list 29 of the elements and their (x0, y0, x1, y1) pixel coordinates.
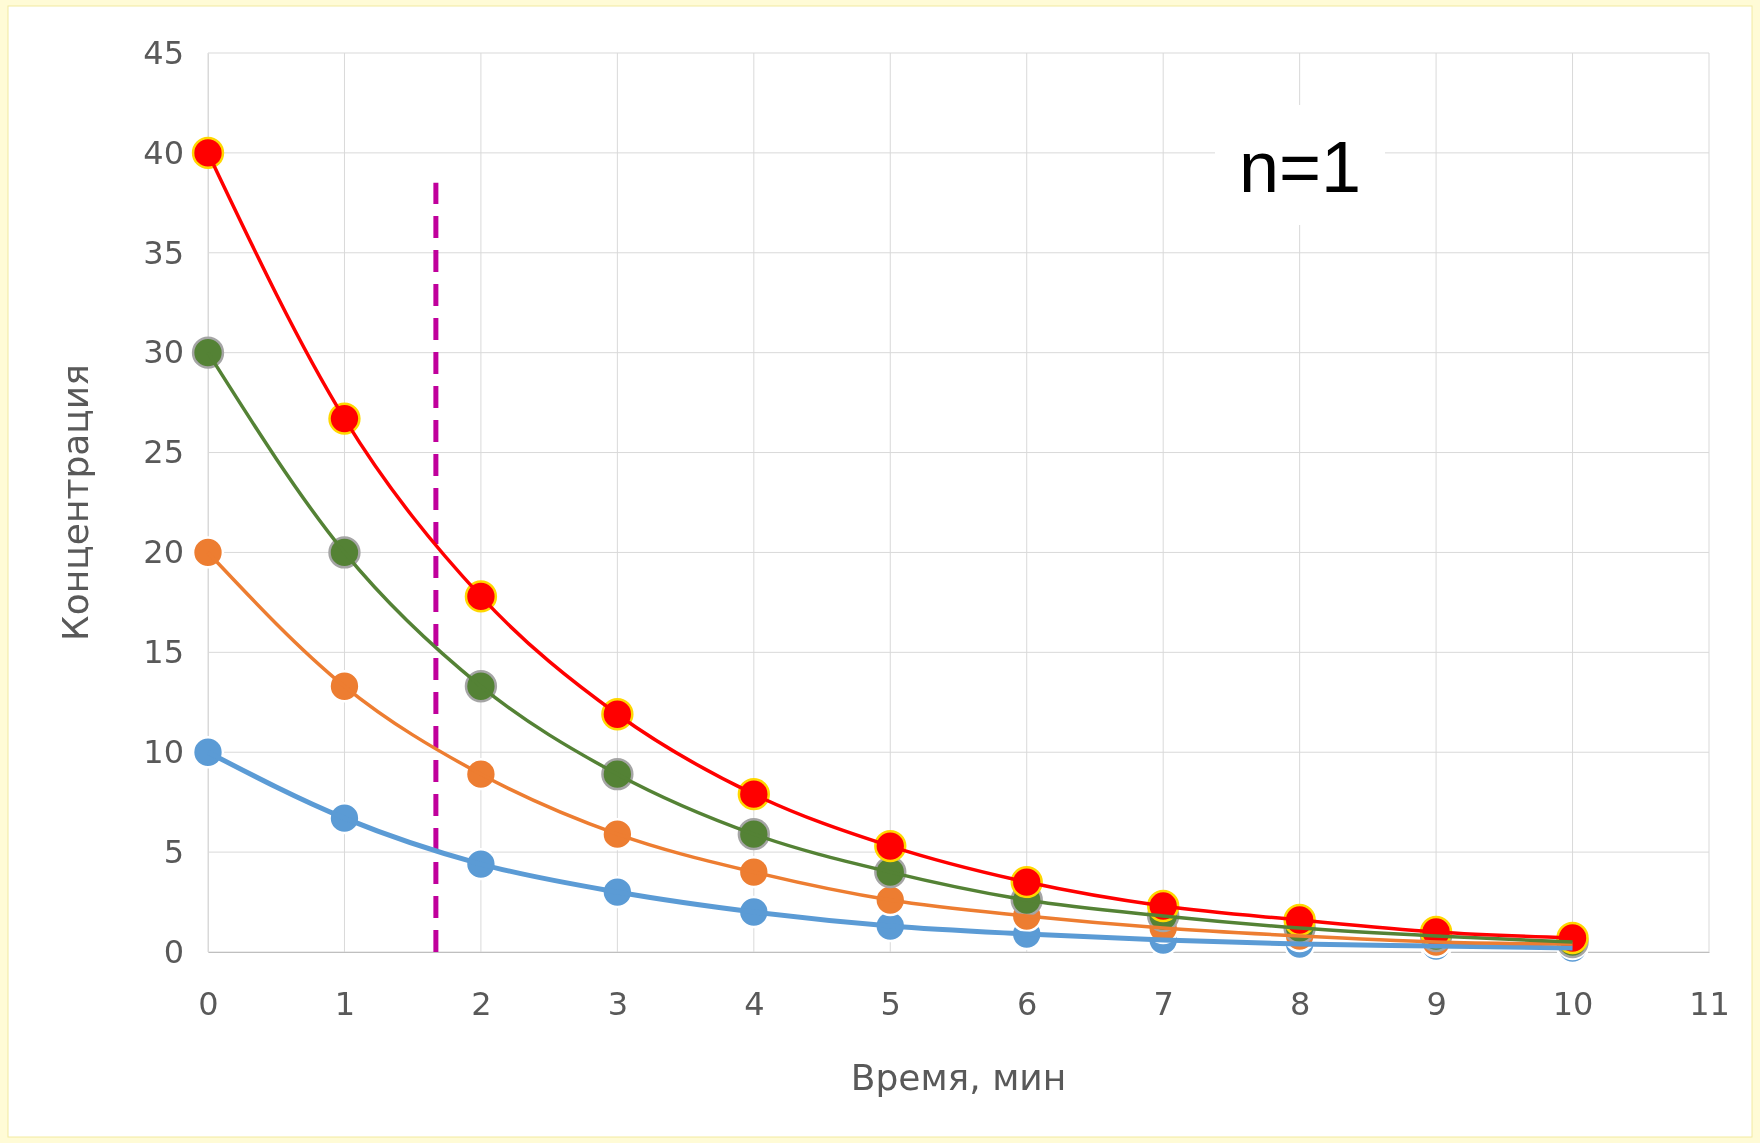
y-tick-label: 5 (163, 832, 184, 871)
point (191, 336, 225, 369)
y-tick-label: 30 (143, 333, 184, 372)
point (191, 736, 225, 769)
x-tick-label: 4 (744, 984, 765, 1023)
x-tick-label: 1 (334, 984, 356, 1023)
y-axis-title: Концентрация (55, 364, 96, 641)
x-tick-label: 0 (198, 984, 219, 1023)
x-tick-label: 7 (1153, 984, 1174, 1023)
point (191, 536, 225, 569)
y-tick-label: 35 (143, 233, 184, 272)
x-tick-label: 6 (1017, 984, 1038, 1023)
x-tick-label: 11 (1689, 984, 1730, 1023)
x-axis-title: Время, мин (850, 1057, 1067, 1098)
x-tick-label: 10 (1552, 984, 1594, 1023)
y-tick-label: 25 (143, 433, 184, 472)
point (191, 136, 225, 170)
y-tick-label: 0 (163, 932, 184, 971)
x-tick-label: 9 (1426, 984, 1447, 1023)
y-tick-label: 40 (143, 133, 184, 172)
x-tick-label: 2 (471, 984, 492, 1023)
x-tick-label: 3 (607, 984, 629, 1023)
x-tick-label: 5 (880, 984, 901, 1023)
y-tick-label: 45 (143, 33, 184, 72)
annotation: n=1 (1238, 127, 1362, 207)
y-tick-label: 10 (143, 732, 184, 771)
y-tick-label: 15 (143, 633, 184, 672)
x-tick-label: 8 (1289, 984, 1311, 1023)
y-tick-label: 20 (143, 533, 184, 572)
